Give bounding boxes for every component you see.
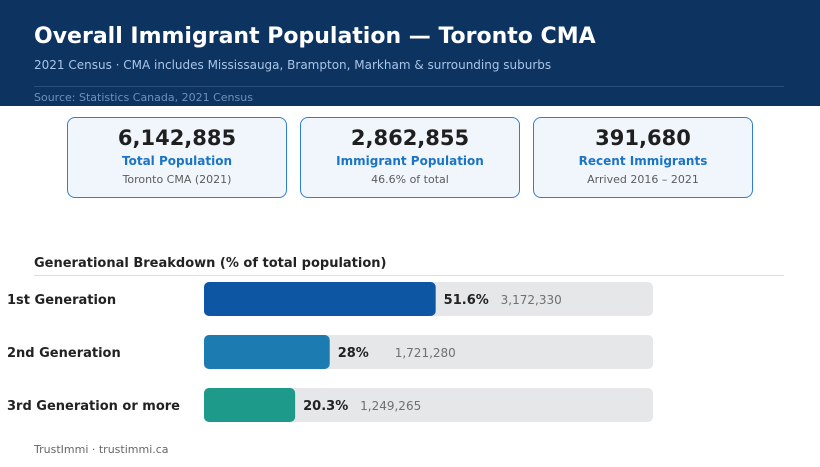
header-divider [34,86,784,87]
bar-value-label: 28% [338,346,369,361]
bar-value-label: 51.6% [444,293,489,308]
bar-category-label: 2nd Generation [7,346,121,361]
stat-label: Recent Immigrants [578,154,708,168]
stat-value: 2,862,855 [350,126,470,150]
stat-label: Total Population [122,154,232,168]
section-title: Generational Breakdown (% of total popul… [34,256,387,271]
header: Overall Immigrant Population — Toronto C… [0,0,820,106]
bar-value-label: 20.3% [303,399,348,414]
bar-count-label: 1,721,280 [395,346,456,360]
bar-category-label: 3rd Generation or more [7,399,180,414]
stat-note: Arrived 2016 – 2021 [587,173,699,186]
bar [204,282,436,316]
stat-value: 6,142,885 [117,126,237,150]
stat-label: Immigrant Population [336,154,484,168]
stat-card-total-population: 6,142,885 Total Population Toronto CMA (… [67,117,287,198]
stat-card-recent-immigrants: 391,680 Recent Immigrants Arrived 2016 –… [533,117,753,198]
bar-track [204,388,653,422]
generational-breakdown-chart: 1st Generation 51.6% 3,172,330 2nd Generati… [7,282,653,422]
page-subtitle: 2021 Census · CMA includes Mississauga, … [34,58,552,72]
bar-category-label: 1st Generation [7,293,116,308]
stat-value: 391,680 [595,126,691,150]
stat-card-immigrant-population: 2,862,855 Immigrant Population 46.6% of … [300,117,520,198]
stat-note: 46.6% of total [371,173,449,186]
page-title: Overall Immigrant Population — Toronto C… [34,24,596,49]
bar-count-label: 1,249,265 [360,399,421,413]
stat-note: Toronto CMA (2021) [122,173,232,186]
bar [204,388,296,422]
bar-count-label: 3,172,330 [501,293,562,307]
source-note: Source: Statistics Canada, 2021 Census [34,91,253,104]
bar [204,335,330,369]
section-divider [34,275,784,276]
footer-credit: TrustImmi · trustimmi.ca [34,443,169,456]
